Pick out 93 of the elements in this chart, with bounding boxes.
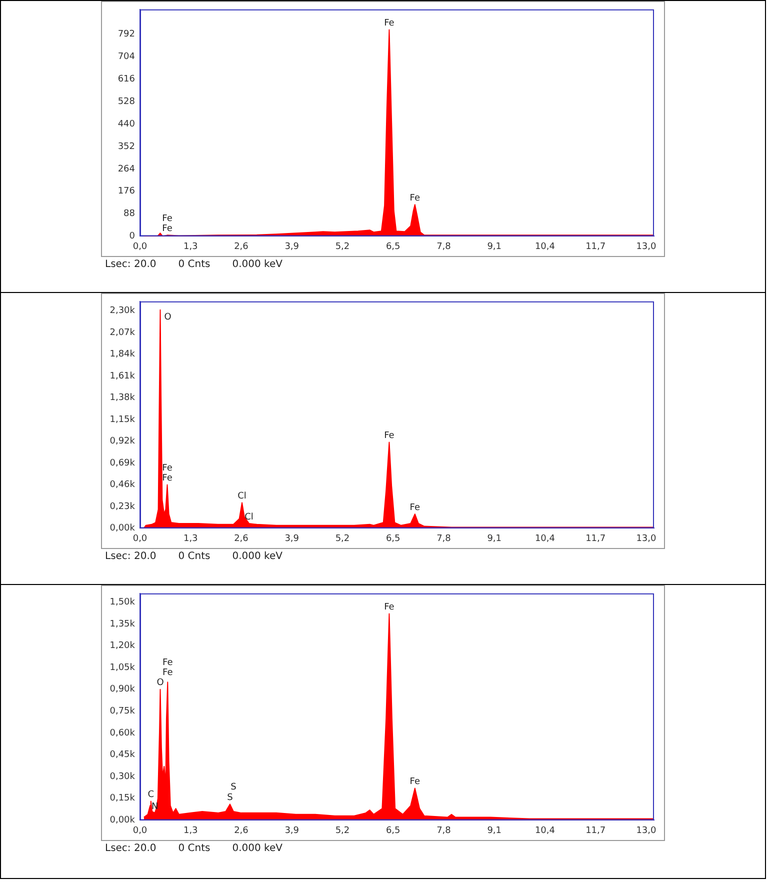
y-tick-label: 264 bbox=[118, 164, 136, 174]
x-tick-label: 2,6 bbox=[234, 534, 249, 544]
y-tick-label: 0,45k bbox=[110, 750, 136, 760]
y-tick-label: 0,69k bbox=[110, 458, 136, 468]
y-tick-label: 1,50k bbox=[110, 597, 136, 608]
y-tick-label: 528 bbox=[118, 96, 136, 107]
annotation: S bbox=[227, 793, 234, 804]
y-tick-label: 792 bbox=[118, 30, 135, 40]
text: 0.000 keV bbox=[232, 843, 282, 854]
x-tick-label: 0,0 bbox=[132, 826, 148, 836]
annotation: S bbox=[230, 782, 237, 792]
text: Lsec: 20.0 bbox=[105, 843, 156, 854]
x-tick-label: 7,8 bbox=[436, 242, 452, 252]
x-tick-label: 6,5 bbox=[386, 534, 400, 544]
x-tick-label: 7,8 bbox=[436, 534, 452, 544]
x-tick-label: 9,1 bbox=[487, 826, 502, 836]
y-tick-label: 0,30k bbox=[110, 772, 136, 782]
x-tick-label: 10,4 bbox=[534, 826, 556, 836]
text: 0 Cnts bbox=[178, 259, 210, 270]
annotation: Fe bbox=[410, 193, 420, 204]
x-tick-label: 11,7 bbox=[586, 534, 606, 544]
y-tick-label: 2,07k bbox=[110, 328, 136, 338]
y-tick-label: 0,00k bbox=[110, 524, 136, 534]
x-tick-label: 0,0 bbox=[132, 534, 148, 544]
y-tick-label: 1,84k bbox=[110, 350, 136, 360]
y-tick-label: 0,60k bbox=[110, 728, 136, 738]
x-tick-label: 5,2 bbox=[335, 826, 350, 836]
x-tick-label: 6,5 bbox=[386, 826, 400, 836]
annotation: O bbox=[156, 678, 164, 688]
annotation: Fe bbox=[162, 224, 173, 234]
annotation: O bbox=[164, 312, 172, 323]
x-tick-label: 5,2 bbox=[335, 242, 350, 252]
annotation: Fe bbox=[384, 18, 395, 29]
x-tick-label: 1,3 bbox=[183, 534, 198, 544]
annotation: Fe bbox=[384, 602, 395, 613]
text: Lsec: 20.0 bbox=[105, 259, 156, 270]
x-tick-label: 9,1 bbox=[487, 242, 502, 252]
text: 0.000 keV bbox=[232, 551, 282, 562]
annotation: Cl bbox=[244, 512, 254, 522]
x-tick-label: 11,7 bbox=[586, 242, 606, 252]
annotation: Fe bbox=[410, 502, 420, 513]
x-tick-label: 1,3 bbox=[183, 826, 198, 836]
y-tick-label: 1,15k bbox=[110, 414, 136, 425]
y-tick-label: 352 bbox=[118, 142, 135, 152]
x-tick-label: 9,1 bbox=[487, 534, 502, 544]
y-tick-label: 0,92k bbox=[110, 436, 136, 447]
y-tick-label: 1,05k bbox=[110, 662, 136, 673]
x-tick-label: 6,5 bbox=[386, 242, 400, 252]
x-tick-label: 0,0 bbox=[132, 242, 148, 252]
annotation: Fe bbox=[384, 431, 395, 442]
y-tick-label: 440 bbox=[118, 119, 136, 130]
annotation: C bbox=[148, 790, 154, 800]
annotation: Cl bbox=[238, 492, 246, 502]
text: 0 Cnts bbox=[178, 551, 210, 562]
annotation: Fe bbox=[162, 658, 174, 668]
y-tick-label: 176 bbox=[118, 186, 136, 197]
x-tick-label: 13,0 bbox=[636, 534, 656, 544]
y-tick-label: 1,38k bbox=[110, 393, 136, 404]
x-tick-label: 11,7 bbox=[586, 826, 606, 836]
x-tick-label: 2,6 bbox=[234, 826, 249, 836]
y-tick-label: 704 bbox=[118, 52, 136, 62]
annotation: Fe bbox=[410, 777, 420, 788]
x-tick-label: 10,4 bbox=[534, 534, 556, 544]
annotation: Fe bbox=[162, 214, 173, 224]
y-tick-label: 0 bbox=[129, 232, 136, 242]
y-tick-label: 0,15k bbox=[110, 794, 136, 804]
y-tick-label: 2,30k bbox=[110, 306, 136, 316]
y-tick-label: 0,75k bbox=[110, 706, 136, 717]
text: 0 Cnts bbox=[178, 843, 210, 854]
annotation: Fe bbox=[162, 464, 173, 474]
x-tick-label: 3,9 bbox=[284, 534, 300, 544]
y-tick-label: 88 bbox=[124, 209, 136, 220]
y-tick-label: 0,46k bbox=[110, 480, 136, 490]
x-tick-label: 7,8 bbox=[436, 826, 452, 836]
annotation: Fe bbox=[162, 474, 173, 484]
y-tick-label: 0,23k bbox=[110, 502, 136, 512]
y-tick-label: 1,20k bbox=[110, 641, 136, 652]
x-tick-label: 13,0 bbox=[636, 826, 656, 836]
y-tick-label: 1,61k bbox=[110, 371, 136, 382]
x-tick-label: 13,0 bbox=[636, 242, 656, 252]
x-tick-label: 10,4 bbox=[534, 242, 556, 252]
x-tick-label: 1,3 bbox=[183, 242, 198, 252]
x-tick-label: 3,9 bbox=[284, 242, 300, 252]
x-tick-label: 2,6 bbox=[234, 242, 249, 252]
text: Lsec: 20.0 bbox=[105, 551, 156, 562]
x-tick-label: 5,2 bbox=[335, 534, 350, 544]
x-tick-label: 3,9 bbox=[284, 826, 300, 836]
y-tick-label: 0,00k bbox=[110, 816, 136, 826]
y-tick-label: 0,90k bbox=[110, 684, 136, 695]
y-tick-label: 1,35k bbox=[110, 619, 136, 630]
annotation: Fe bbox=[162, 668, 174, 678]
y-tick-label: 616 bbox=[118, 74, 136, 85]
text: 0.000 keV bbox=[232, 259, 282, 270]
